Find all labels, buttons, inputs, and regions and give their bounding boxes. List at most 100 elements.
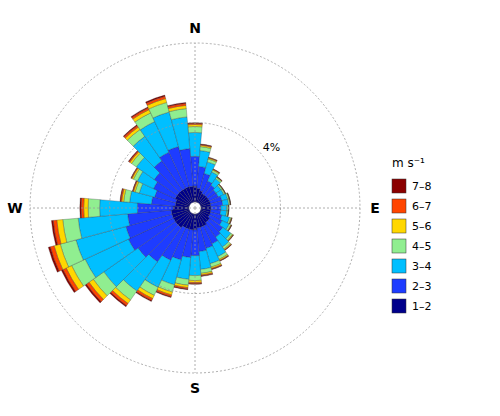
bar-segment <box>63 268 79 292</box>
bar-segment <box>174 285 188 289</box>
bar-segment <box>226 233 233 240</box>
bar-segment <box>132 181 136 192</box>
bar-segment <box>136 292 152 302</box>
bar-segment <box>201 273 213 276</box>
bar-segment <box>227 193 229 199</box>
bar-segment <box>171 117 189 150</box>
bar-segment <box>222 242 230 249</box>
bar-segment <box>222 199 229 205</box>
bar-segment <box>224 244 231 250</box>
bar-segment <box>228 225 232 231</box>
bar-segment <box>208 157 217 161</box>
bar-segment <box>211 265 222 269</box>
bars <box>48 95 233 307</box>
grid-spoke <box>195 43 196 208</box>
bar-segment <box>219 255 228 261</box>
legend-swatch <box>392 259 406 273</box>
bar-segment <box>219 254 228 260</box>
legend-item: 3–4 <box>392 259 432 273</box>
bar-segment <box>228 235 234 241</box>
bar-segment <box>200 144 211 147</box>
legend-label: 6–7 <box>412 200 432 213</box>
bar-segment <box>110 292 127 306</box>
axis-frame <box>30 43 360 373</box>
legend: m s⁻¹7–86–75–64–53–42–31–2 <box>392 156 432 313</box>
bar-segment <box>124 126 138 139</box>
bar-segment <box>217 176 222 180</box>
bar-segment <box>227 211 228 217</box>
bar-segment <box>217 177 222 182</box>
bar-segment <box>228 225 232 231</box>
compass-label: N <box>189 20 201 36</box>
legend-item: 2–3 <box>392 279 432 293</box>
bar-segment <box>156 291 171 297</box>
bar-segment <box>131 168 138 179</box>
legend-title: m s⁻¹ <box>392 156 425 170</box>
bar-segment <box>227 193 229 199</box>
legend-item: 7–8 <box>392 179 432 193</box>
compass-label: S <box>190 380 200 396</box>
bar-segment <box>226 193 229 199</box>
bar-segment <box>213 169 220 173</box>
legend-label: 7–8 <box>412 180 432 193</box>
bar-segment <box>208 158 217 162</box>
bar-segment <box>132 108 150 119</box>
bar-segment <box>228 211 229 217</box>
bar-segment <box>218 185 223 190</box>
radial-tick-label: 4% <box>263 141 280 154</box>
grid-spoke <box>195 208 360 209</box>
bar-segment <box>120 188 123 201</box>
bar-segment <box>131 167 137 178</box>
bar-segment <box>212 170 219 175</box>
bar-segment <box>226 211 228 217</box>
bar-segment <box>218 184 222 189</box>
legend-swatch <box>392 239 406 253</box>
bar-segment <box>230 199 231 205</box>
legend-item: 1–2 <box>392 299 432 313</box>
bar-segment <box>224 243 231 249</box>
chart: 4%NESWm s⁻¹7–86–75–64–53–42–31–2 <box>0 0 500 416</box>
legend-label: 2–3 <box>412 280 432 293</box>
bar-segment <box>133 181 138 192</box>
bar-segment <box>213 169 220 173</box>
bar-segment <box>223 189 226 194</box>
bar-segment <box>48 247 59 272</box>
bar-segment <box>222 189 225 194</box>
bar-segment <box>229 199 230 205</box>
bar-segment <box>230 218 232 224</box>
bar-segment <box>216 177 221 182</box>
bar-segment <box>219 184 223 189</box>
legend-swatch <box>392 279 406 293</box>
bar-segment <box>209 157 218 160</box>
compass-label: E <box>370 200 380 216</box>
compass-label: W <box>7 200 22 216</box>
bar-segment <box>136 290 152 301</box>
bar-segment <box>213 169 220 173</box>
legend-swatch <box>392 179 406 193</box>
bar-segment <box>216 177 222 182</box>
bar-segment <box>227 193 229 199</box>
bar-segment <box>229 199 230 205</box>
bar-segment <box>228 199 230 205</box>
legend-label: 5–6 <box>412 220 432 233</box>
bar-segment <box>189 186 194 202</box>
bar-segment <box>111 291 128 306</box>
legend-item: 6–7 <box>392 199 432 213</box>
bar-segment <box>220 256 229 261</box>
grid-spoke <box>30 208 195 209</box>
bar-segment <box>201 274 213 277</box>
bar-segment <box>131 107 148 118</box>
bar-segment <box>226 224 231 231</box>
bar-segment <box>123 125 137 137</box>
bar-segment <box>211 265 222 270</box>
bar-segment <box>229 218 232 224</box>
bar-segment <box>188 282 201 283</box>
bar-segment <box>174 287 188 290</box>
bar-segment <box>121 189 124 202</box>
bar-segment <box>168 102 186 106</box>
bar-segment <box>219 184 223 189</box>
bar-segment <box>180 149 194 187</box>
legend-item: 5–6 <box>392 219 432 233</box>
grid <box>30 43 360 373</box>
bar-segment <box>225 244 232 250</box>
